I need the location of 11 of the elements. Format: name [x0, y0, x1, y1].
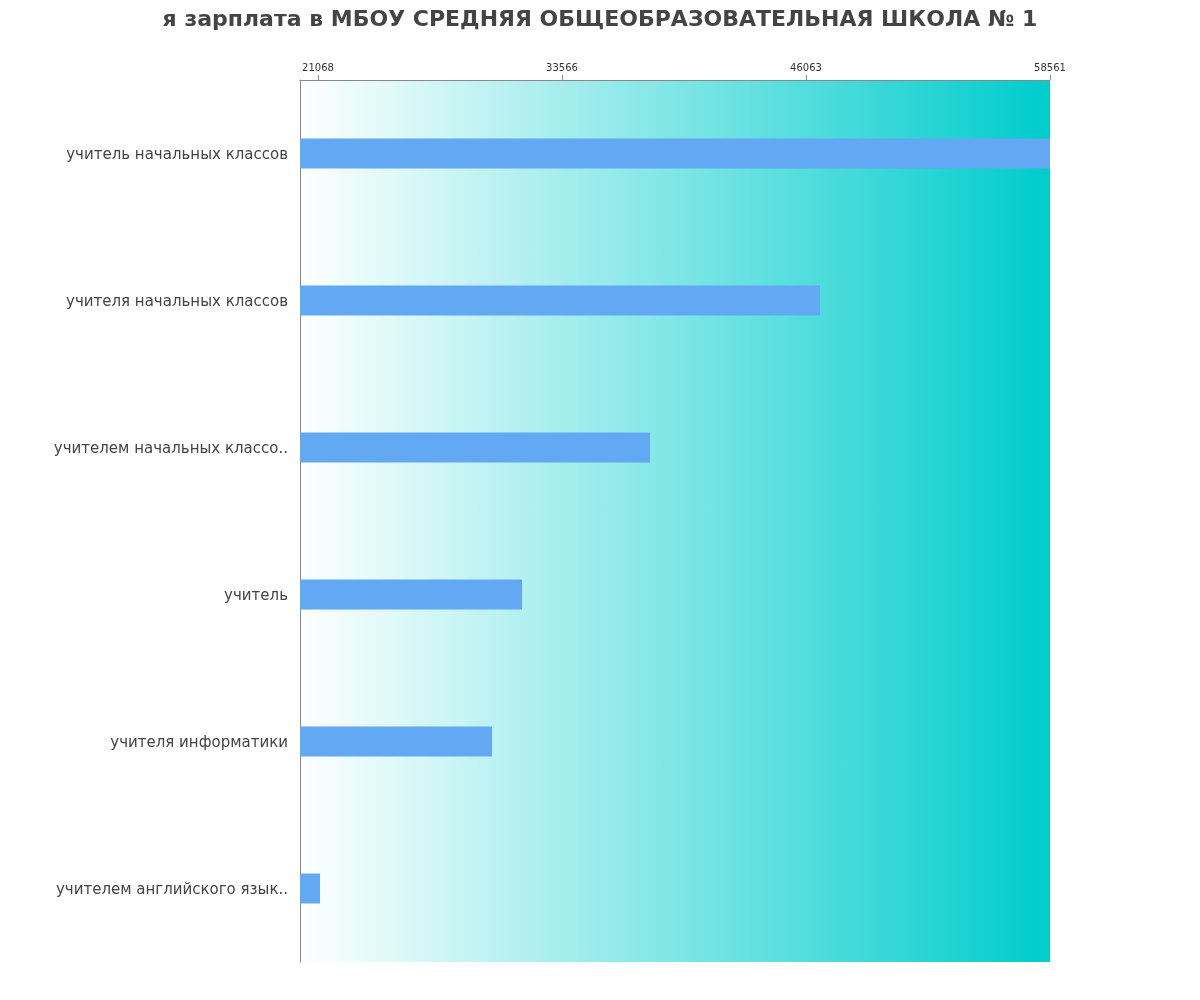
x-tick-label: 46063 [790, 61, 822, 73]
y-tick-label: учитель начальных классов [66, 144, 288, 163]
x-tick-label: 58561 [1034, 61, 1066, 73]
x-tick-label: 33566 [546, 61, 578, 73]
y-tick-label: учитель [224, 585, 288, 604]
y-tick-label: учителем английского язык.. [55, 879, 288, 898]
y-tick-label: учителем начальных классо.. [53, 438, 288, 457]
y-tick-label: учителя начальных классов [66, 291, 288, 310]
chart-title: я зарплата в МБОУ СРЕДНЯЯ ОБЩЕОБРАЗОВАТЕЛЬНАЯ ШКОЛА № 1 [162, 5, 1038, 31]
x-tick-label: 21068 [302, 61, 334, 73]
y-tick-label: учителя информатики [110, 732, 288, 751]
